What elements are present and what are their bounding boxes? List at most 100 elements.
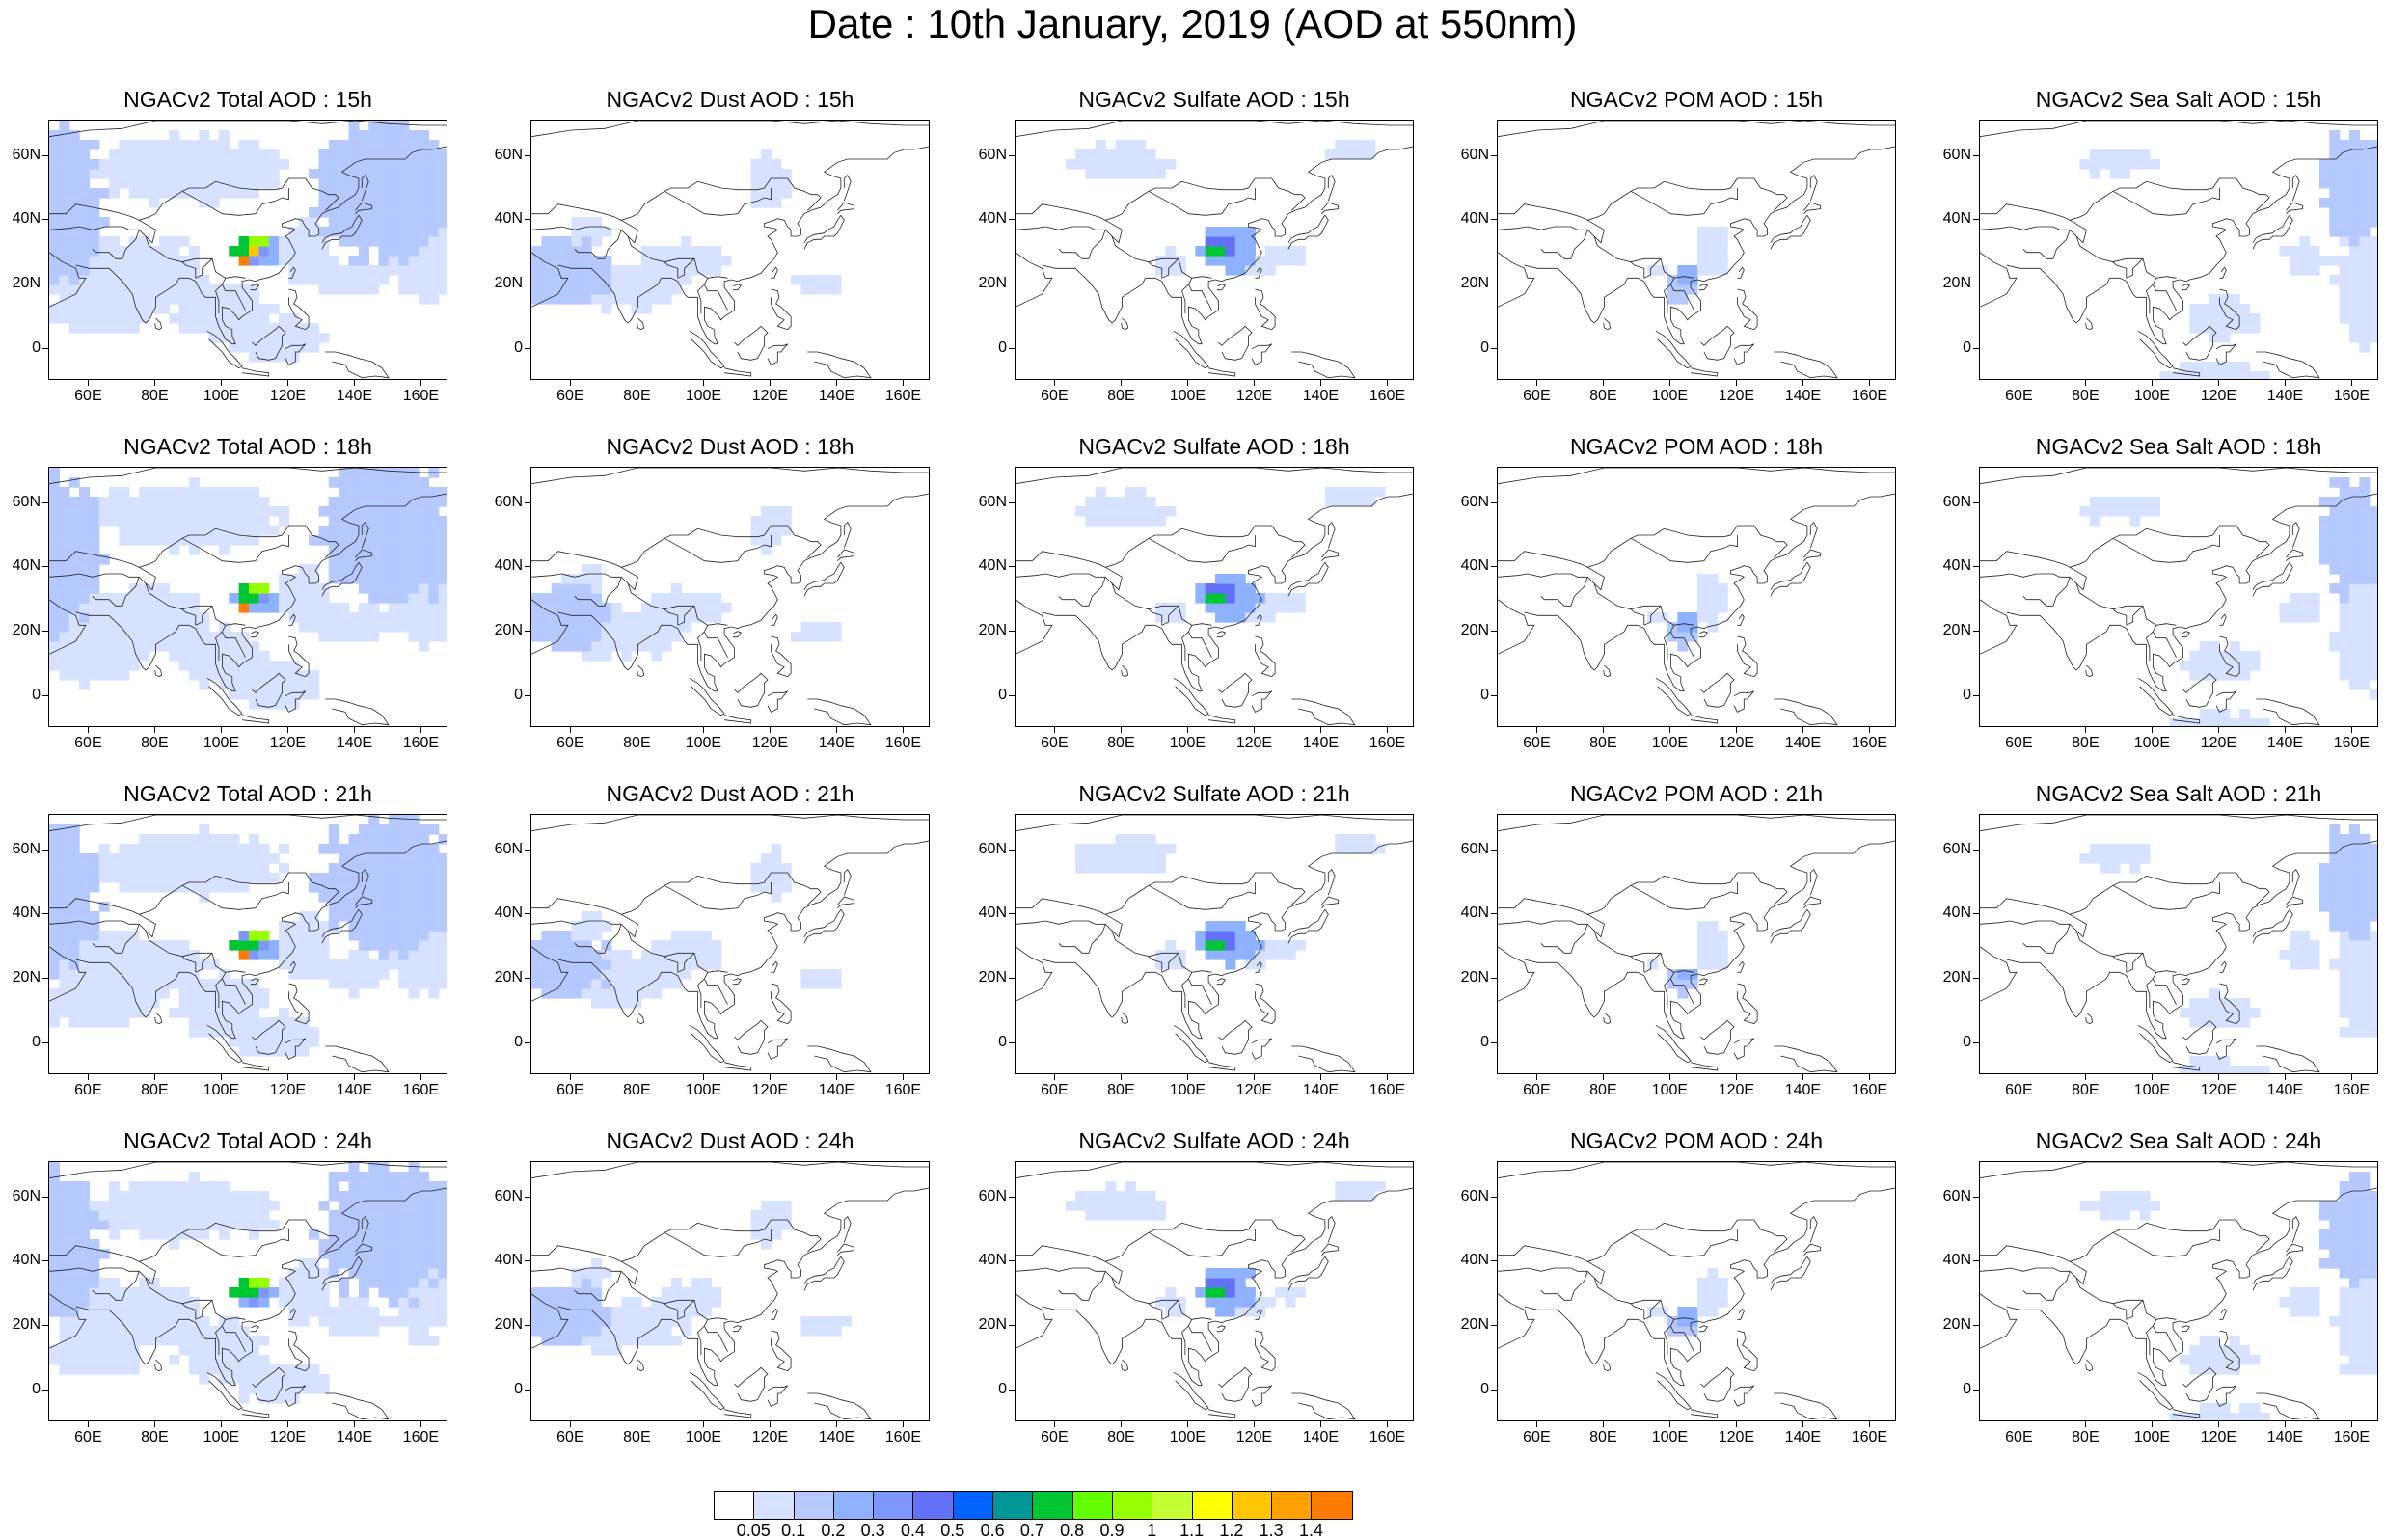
aod-cell [368, 940, 380, 951]
aod-cell [1697, 593, 1708, 604]
aod-cell [2129, 506, 2141, 517]
aod-cell [49, 506, 60, 517]
aod-cell [68, 1191, 80, 1202]
aod-cell [700, 246, 712, 257]
aod-cell [199, 159, 210, 170]
aod-cell [238, 526, 250, 536]
lon-tick-label: 60E [1523, 1429, 1551, 1445]
aod-cell [139, 1278, 150, 1288]
aod-cell [750, 863, 762, 874]
lat-tick-label: 40N [494, 210, 523, 228]
aod-cell [561, 612, 572, 623]
aod-cell [2229, 1413, 2240, 1420]
aod-cell [1707, 950, 1719, 960]
aod-cell [581, 979, 592, 989]
aod-cell [791, 275, 802, 285]
coastline [1291, 351, 1356, 379]
country-border [1586, 1260, 1605, 1285]
aod-cell [249, 1027, 259, 1038]
aod-cell [68, 275, 80, 285]
aod-cell [419, 969, 429, 980]
coastline [250, 631, 260, 638]
aod-cell [59, 670, 70, 681]
aod-cell [2339, 169, 2350, 179]
aod-cell [378, 1229, 390, 1240]
aod-cell [288, 1027, 300, 1038]
aod-cell [2180, 1355, 2190, 1365]
aod-cell [388, 1258, 399, 1269]
aod-cell [258, 313, 270, 324]
lon-tick [1869, 727, 1871, 733]
aod-cell [358, 526, 369, 536]
aod-cell [199, 1191, 210, 1202]
aod-cell [2359, 149, 2371, 160]
lon-tick [570, 1421, 572, 1427]
lat-tick-label: 20N [494, 622, 523, 638]
aod-cell [621, 1316, 633, 1327]
aod-cell [79, 227, 90, 237]
aod-cell [258, 950, 270, 960]
aod-cell [158, 188, 170, 199]
country-border [1980, 525, 2270, 568]
aod-cell [378, 265, 390, 276]
aod-cell [309, 574, 320, 584]
aod-cell [1234, 1278, 1246, 1288]
aod-cell [339, 863, 350, 874]
aod-cell [2149, 1201, 2160, 1211]
coastline [1016, 121, 1413, 138]
aod-cell [1687, 622, 1698, 633]
aod-cell [408, 979, 420, 989]
aod-cell [541, 632, 553, 642]
colorbar-swatch [1192, 1492, 1233, 1519]
country-border [138, 1260, 156, 1285]
aod-cell [169, 959, 180, 970]
aod-cell [128, 1336, 140, 1346]
aod-cell [761, 853, 772, 864]
coastline [1691, 1062, 1719, 1071]
aod-cell [309, 680, 320, 690]
aod-cell [670, 950, 682, 960]
aod-cell [591, 294, 603, 305]
aod-cell [821, 275, 832, 285]
aod-cell [79, 902, 90, 912]
aod-cell [2339, 882, 2350, 893]
aod-cell [149, 622, 160, 633]
aod-cell [571, 603, 583, 613]
aod-cell [89, 323, 100, 334]
aod-cell [119, 169, 130, 179]
aod-cell [188, 497, 200, 507]
aod-cell [2349, 506, 2360, 517]
aod-cell [388, 535, 399, 546]
aod-cell [711, 265, 722, 276]
aod-cell [2289, 1287, 2300, 1298]
map-plot-area [1015, 467, 1414, 727]
aod-cell [2329, 188, 2341, 199]
aod-cell [318, 188, 330, 199]
aod-cell [268, 1046, 280, 1057]
coastline [1803, 202, 1822, 214]
aod-cell [2329, 853, 2341, 864]
aod-cell [1135, 863, 1147, 874]
aod-cell [601, 998, 612, 1009]
aod-cell [1105, 159, 1117, 170]
lon-tick [2218, 380, 2220, 386]
coastline [771, 288, 792, 331]
aod-cell [651, 246, 663, 257]
aod-cell [368, 188, 380, 199]
aod-cell [328, 149, 339, 160]
lat-tick [525, 347, 530, 349]
aod-cell [2349, 545, 2360, 555]
aod-cell [1135, 159, 1147, 170]
aod-cell [2189, 1345, 2201, 1356]
aod-cell [438, 1220, 447, 1230]
aod-cell [428, 1239, 440, 1250]
aod-cell [378, 169, 390, 179]
aod-cell [1195, 583, 1206, 594]
aod-cell [368, 622, 380, 633]
lon-tick-label: 80E [623, 388, 651, 404]
aod-cell [601, 1345, 612, 1356]
aod-cell [551, 622, 562, 633]
aod-cell [229, 661, 240, 671]
aod-cell [59, 1268, 70, 1279]
aod-cell [348, 236, 360, 247]
